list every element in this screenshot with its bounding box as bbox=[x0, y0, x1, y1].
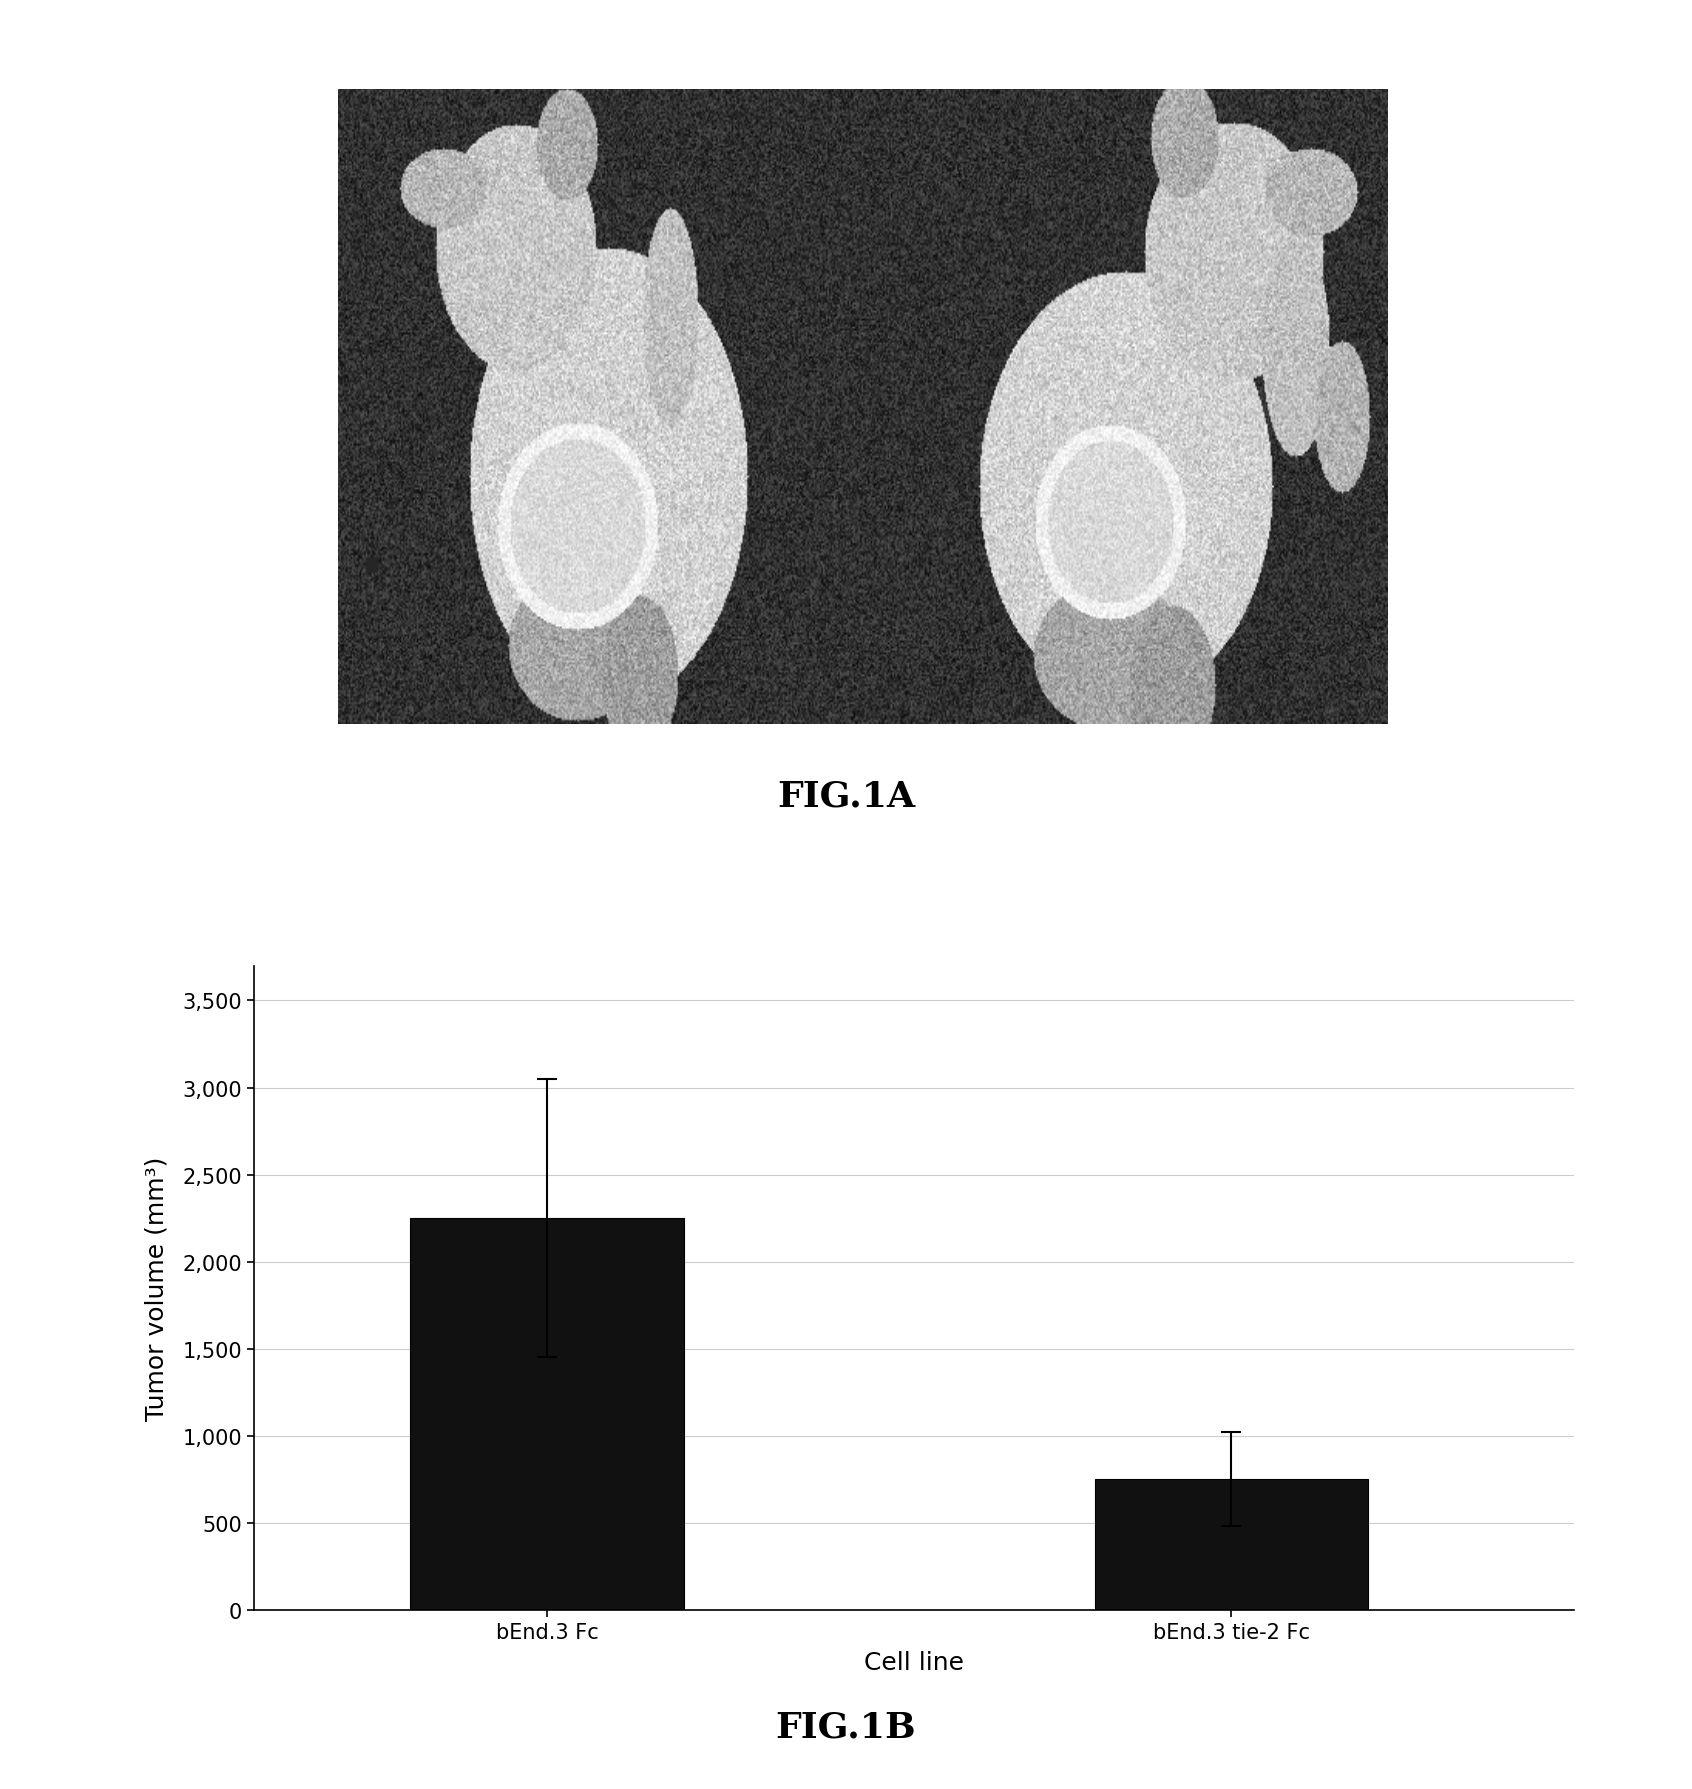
Bar bbox=[409, 1218, 684, 1610]
Y-axis label: Tumor volume (mm³): Tumor volume (mm³) bbox=[144, 1156, 169, 1420]
X-axis label: Cell line: Cell line bbox=[863, 1649, 964, 1675]
Text: FIG.1B: FIG.1B bbox=[775, 1710, 917, 1742]
Text: FIG.1A: FIG.1A bbox=[777, 780, 915, 812]
Bar bbox=[1095, 1480, 1369, 1610]
